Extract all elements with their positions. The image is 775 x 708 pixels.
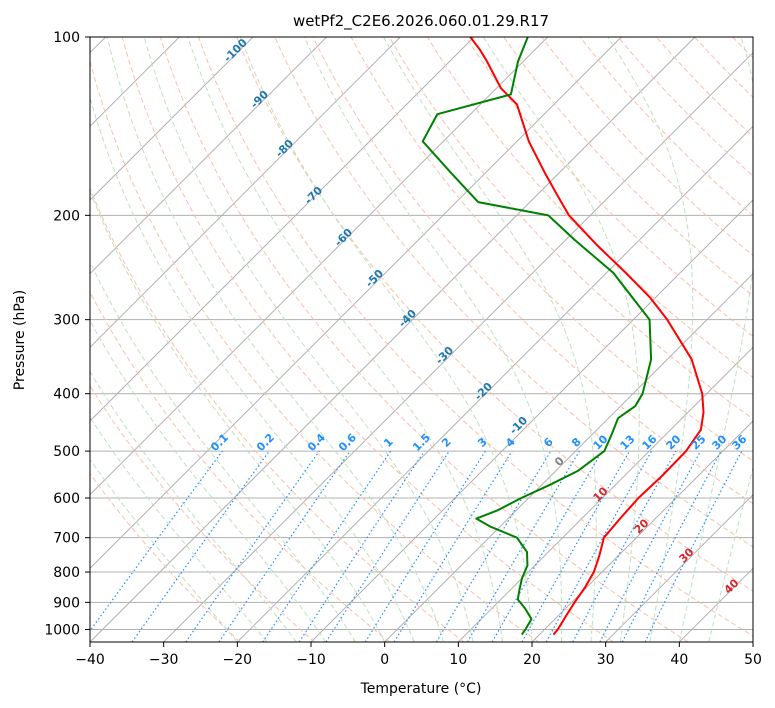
dry-adiabat-line	[90, 384, 316, 642]
isotherm-line	[163, 51, 753, 642]
y-tick-label: 100	[53, 30, 80, 46]
moist-adiabat-line	[90, 189, 386, 642]
y-tick-label: 200	[53, 208, 80, 224]
isotherm-line	[605, 493, 753, 642]
x-axis: −40 −30 −20 −10 0 10 20 30 40 50	[75, 642, 762, 668]
y-tick-label: 300	[53, 313, 80, 329]
mixing-ratio-line	[185, 450, 320, 642]
x-tick-label: −30	[149, 652, 179, 668]
plot-frame	[89, 36, 754, 643]
dry-adiabat-line	[90, 186, 465, 642]
x-tick-label: 30	[597, 652, 615, 668]
mixing-ratio-line	[545, 450, 653, 642]
isotherm-line	[90, 37, 254, 201]
background-lines	[90, 37, 775, 642]
dry-adiabat-line	[771, 37, 775, 642]
dry-adiabat-line	[90, 472, 241, 642]
mixing-ratio-line	[325, 450, 450, 642]
x-tick-label: 40	[670, 652, 688, 668]
dry-adiabat-line	[350, 37, 753, 462]
moist-adiabat-line	[482, 37, 640, 642]
x-tick-label: −10	[296, 652, 326, 668]
isotherm-line	[90, 37, 475, 422]
y-tick-label: 700	[53, 531, 80, 547]
mixing-ratio-line	[262, 450, 392, 642]
y-tick-label: 600	[53, 491, 80, 507]
isotherm-line	[90, 37, 401, 349]
dewpoint-profile	[421, 37, 653, 636]
isotherm-line	[90, 37, 328, 275]
isotherm-line	[236, 125, 753, 642]
chart-title: wetPf2_C2E6.2026.060.01.29.R17	[293, 12, 549, 31]
dry-adiabat-line	[198, 37, 753, 637]
isotherm-line	[384, 272, 753, 642]
moist-adiabat-line	[239, 37, 533, 642]
mixing-ratio-line	[644, 450, 743, 642]
y-axis-label: Pressure (hPa)	[12, 290, 28, 390]
moist-adiabat-line	[90, 260, 356, 642]
y-tick-label: 800	[53, 565, 80, 581]
y-tick-label: 900	[53, 595, 80, 611]
x-tick-label: 0	[380, 652, 389, 668]
isotherm-line	[90, 37, 622, 570]
profile-lines	[421, 37, 705, 636]
dry-adiabat-line	[274, 37, 753, 548]
y-tick-label: 400	[53, 387, 80, 403]
plot-background	[90, 37, 753, 642]
moist-adiabat-line	[708, 466, 753, 642]
isotherm-line	[90, 37, 549, 496]
x-tick-label: −20	[223, 652, 253, 668]
x-tick-label: 10	[449, 652, 467, 668]
isotherm-line	[90, 37, 696, 642]
moist-adiabat-line	[607, 37, 694, 642]
x-tick-label: 20	[523, 652, 541, 668]
dry-adiabat-line	[503, 37, 753, 297]
moist-adiabat-line	[187, 37, 504, 642]
mixing-ratio-line	[572, 450, 677, 642]
moist-adiabat-line	[90, 416, 268, 642]
mixing-ratio-line	[218, 450, 351, 642]
x-tick-label: −40	[75, 652, 105, 668]
y-tick-label: 1000	[44, 622, 80, 638]
y-axis: 100 200 300 400 500 600 700 800 900 1000	[44, 30, 90, 638]
moist-adiabat-line	[90, 458, 238, 642]
mixing-ratio-line	[90, 450, 223, 632]
moist-adiabat-line	[383, 37, 597, 642]
dry-adiabat-line	[121, 37, 614, 642]
dry-adiabat-line	[236, 37, 753, 592]
isotherm-line	[752, 641, 753, 642]
dry-adiabat-line	[159, 37, 689, 642]
mixing-ratio-line	[131, 450, 270, 642]
moist-adiabat-line	[143, 37, 474, 642]
mixing-ratio-line	[521, 450, 631, 642]
moist-adiabat-line	[90, 319, 327, 642]
x-axis-label: Temperature (°C)	[360, 681, 482, 697]
moist-adiabat-line	[303, 37, 563, 642]
isotherm-line	[457, 346, 753, 642]
moist-adiabat-line	[106, 37, 445, 642]
mixing-ratio-line	[298, 450, 425, 642]
temperature-profile	[469, 37, 705, 636]
x-tick-label: 50	[744, 652, 762, 668]
moist-adiabat-line	[678, 37, 753, 642]
mixing-ratio-line	[393, 450, 513, 642]
isotherm-line	[310, 199, 753, 642]
y-tick-label: 500	[53, 444, 80, 460]
isotherm-line	[531, 420, 753, 642]
dry-adiabat-line	[90, 59, 540, 642]
dry-adiabat-line	[90, 291, 390, 642]
